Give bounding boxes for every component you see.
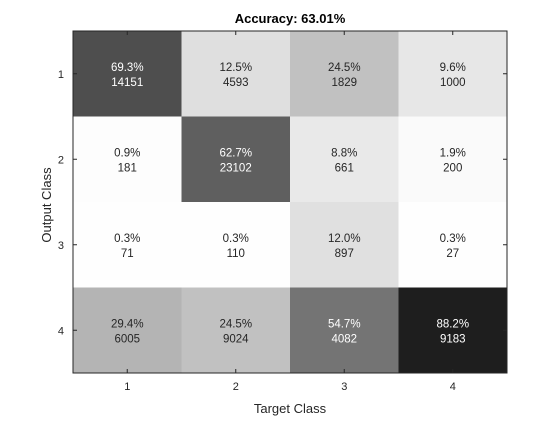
cell-percent-label: 54.7% (328, 318, 361, 330)
x-tick-label: 1 (124, 381, 130, 393)
heatmap-cell (73, 116, 182, 202)
cell-percent-label: 0.3% (440, 233, 466, 245)
cell-percent-label: 24.5% (219, 318, 252, 330)
heatmap-cell (73, 202, 182, 288)
cell-count-label: 1000 (440, 77, 466, 89)
x-axis-label: Target Class (254, 401, 327, 416)
heatmap-cell (398, 202, 507, 288)
cell-percent-label: 1.9% (440, 147, 466, 159)
cell-count-label: 6005 (114, 333, 140, 345)
cell-percent-label: 29.4% (111, 318, 144, 330)
cell-count-label: 4593 (223, 77, 249, 89)
cell-percent-label: 88.2% (436, 318, 469, 330)
heatmap-cell (290, 202, 399, 288)
heatmap-cell (181, 31, 290, 117)
heatmap-cell (181, 287, 290, 373)
cell-percent-label: 9.6% (440, 62, 466, 74)
heatmap-cell (290, 31, 399, 117)
cell-percent-label: 12.5% (219, 62, 252, 74)
heatmap-cell (290, 116, 399, 202)
cell-percent-label: 62.7% (219, 147, 252, 159)
cell-count-label: 27 (446, 248, 459, 260)
cell-count-label: 1829 (331, 77, 357, 89)
heatmap-cell (398, 116, 507, 202)
cell-count-label: 200 (443, 162, 462, 174)
cell-percent-label: 0.3% (114, 233, 140, 245)
heatmap-cells: 69.3% 14151 12.5% 4593 24.5% 1829 9.6% 1000 0.9%… (73, 31, 507, 373)
heatmap-cell (290, 287, 399, 373)
chart-title: Accuracy: 63.01% (235, 11, 346, 26)
heatmap-cell (181, 202, 290, 288)
cell-percent-label: 12.0% (328, 233, 361, 245)
y-tick-label: 3 (58, 240, 64, 252)
cell-percent-label: 8.8% (331, 147, 357, 159)
x-tick-label: 2 (233, 381, 239, 393)
x-tick-label: 4 (450, 381, 456, 393)
heatmap-cell (398, 287, 507, 373)
plot-frame (72, 30, 508, 374)
cell-count-label: 23102 (220, 162, 252, 174)
cell-count-label: 897 (335, 248, 354, 260)
y-tick-label: 4 (58, 325, 64, 337)
cell-count-label: 181 (118, 162, 137, 174)
heatmap-cell (73, 31, 182, 117)
y-tick-label: 2 (58, 154, 64, 166)
x-tick-label: 3 (341, 381, 347, 393)
y-axis-label: Output Class (39, 167, 54, 243)
heatmap-cell (398, 31, 507, 117)
cell-count-label: 71 (121, 248, 134, 260)
cell-count-label: 661 (335, 162, 354, 174)
y-tick-label: 1 (58, 69, 64, 81)
cell-count-label: 9183 (440, 333, 466, 345)
cell-count-label: 110 (227, 248, 245, 260)
cell-count-label: 9024 (223, 333, 249, 345)
cell-percent-label: 69.3% (111, 62, 144, 74)
heatmap-cell (73, 287, 182, 373)
cell-count-label: 4082 (331, 333, 357, 345)
heatmap-cell (181, 116, 290, 202)
cell-percent-label: 0.9% (114, 147, 140, 159)
cell-count-label: 14151 (111, 77, 143, 89)
axis-ticks: 1 2 3 4 1 2 3 4 (58, 31, 507, 393)
cell-percent-label: 0.3% (223, 233, 249, 245)
cell-percent-label: 24.5% (328, 62, 361, 74)
